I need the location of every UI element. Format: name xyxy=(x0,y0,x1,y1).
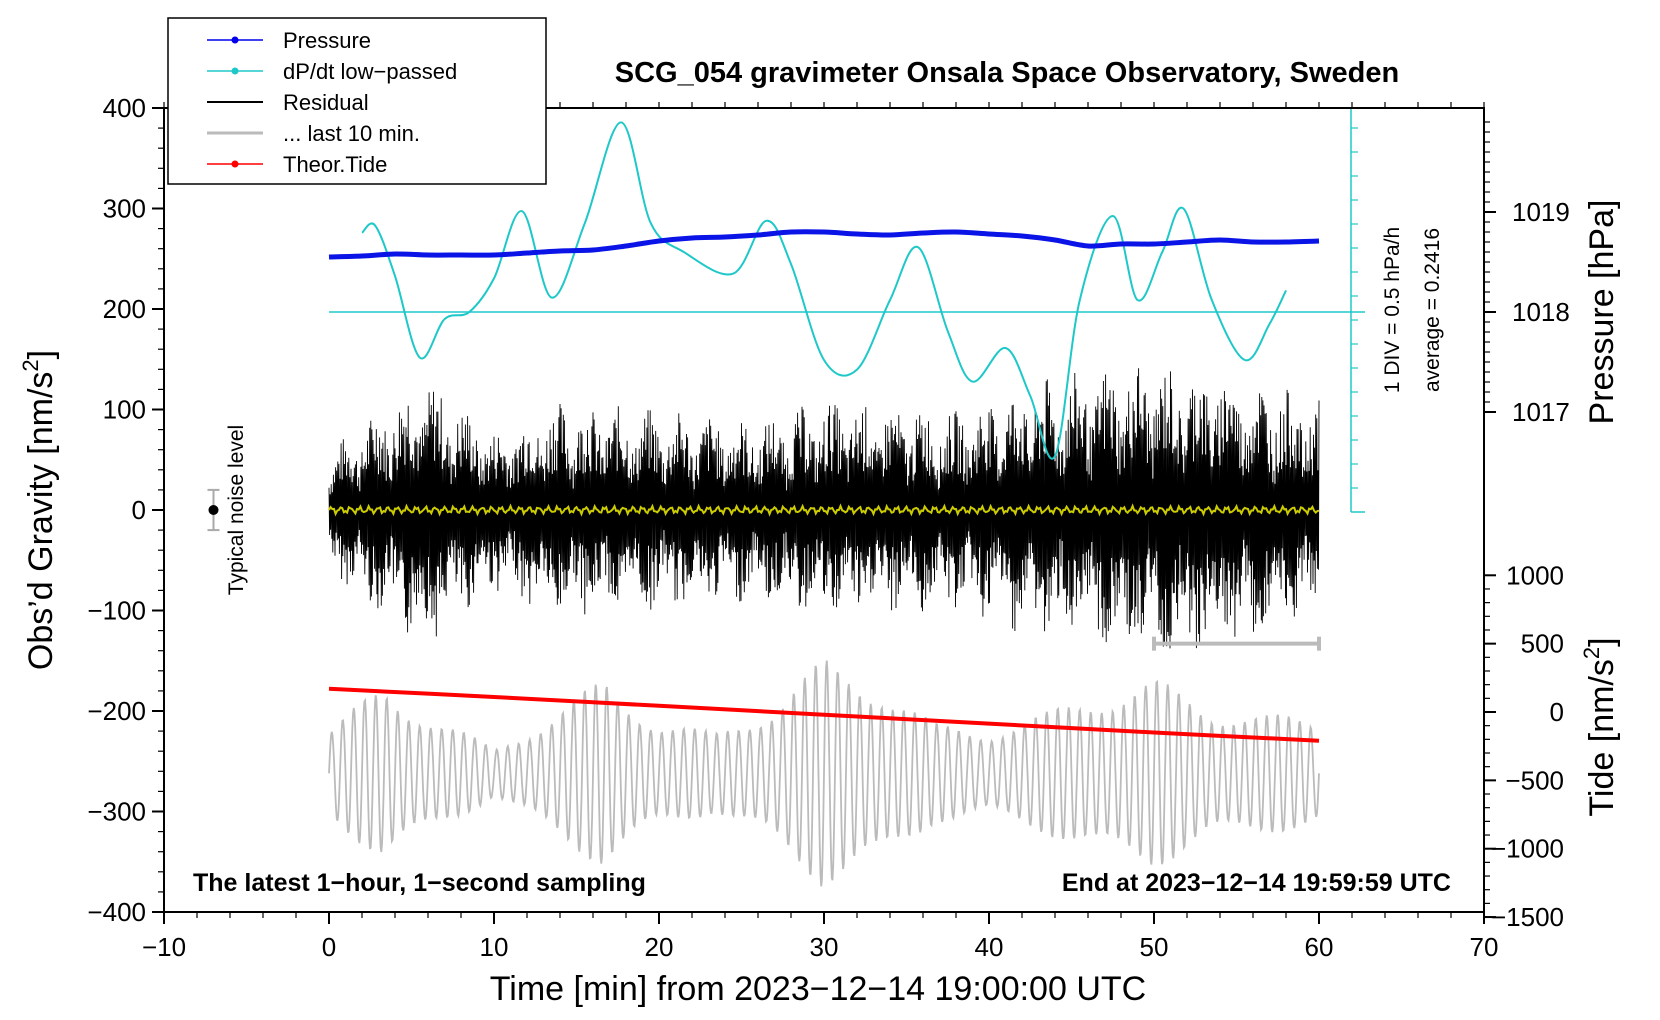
pressure-series-line xyxy=(328,229,1320,260)
tide-tick-label: 0 xyxy=(1550,697,1564,727)
legend-label-dpdt: dP/dt low−passed xyxy=(283,59,457,84)
pressure-tick-label: 1017 xyxy=(1512,397,1570,427)
legend-label-residual: Residual xyxy=(283,90,369,115)
x-tick-label: 40 xyxy=(975,932,1004,962)
x-tick-label: 20 xyxy=(645,932,674,962)
y-axis-title-pressure: Pressure [hPa] xyxy=(1583,200,1621,425)
legend-label-tide: Theor.Tide xyxy=(283,152,387,177)
y-axis-title-gravity: Obs’d Gravity [nm/s2] xyxy=(18,350,60,670)
x-tick-label: 50 xyxy=(1140,932,1169,962)
tide-tick-label: −1000 xyxy=(1491,834,1564,864)
y-axis-title-tide: Tide [nm/s2] xyxy=(1579,637,1621,816)
average-label: average = 0.2416 xyxy=(1421,228,1444,392)
dpdt-series-line xyxy=(361,121,1287,460)
gravity-tick-label: −300 xyxy=(87,797,146,827)
gravity-tick-label: 100 xyxy=(103,395,146,425)
gravity-tick-label: 0 xyxy=(132,495,146,525)
residual-mean-line xyxy=(328,503,1320,517)
gravity-tick-label: −200 xyxy=(87,696,146,726)
pressure-tick-label: 1019 xyxy=(1512,197,1570,227)
legend-marker-dpdt xyxy=(231,67,239,75)
legend: Pressure dP/dt low−passed Residual ... l… xyxy=(167,17,547,185)
footer-right: End at 2023−12−14 19:59:59 UTC xyxy=(1062,869,1451,897)
tide-series-line xyxy=(328,686,1320,743)
x-tick-label: 30 xyxy=(810,932,839,962)
last10-series-line xyxy=(328,660,1320,887)
data-layer xyxy=(207,108,1365,887)
legend-marker-tide xyxy=(231,160,239,168)
axes-layer: −10 0 10 20 30 40 50 60 704003002001000−100−200−… xyxy=(87,93,1569,962)
residual-series-line xyxy=(328,368,1320,649)
legend-label-pressure: Pressure xyxy=(283,28,371,53)
tide-tick-label: 500 xyxy=(1521,629,1564,659)
noise-level-point xyxy=(208,505,219,515)
tide-tick-label: −500 xyxy=(1505,765,1564,795)
pressure-tick-label: 1018 xyxy=(1512,297,1570,327)
noise-level-label: Typical noise level xyxy=(225,425,248,595)
x-tick-label: 10 xyxy=(480,932,509,962)
gravity-tick-label: 400 xyxy=(103,93,146,123)
x-tick-label: 0 xyxy=(322,932,336,962)
x-tick-label: 60 xyxy=(1305,932,1334,962)
tide-tick-label: −1500 xyxy=(1491,902,1564,932)
tide-tick-label: 1000 xyxy=(1506,560,1564,590)
gravity-tick-label: 300 xyxy=(103,194,146,224)
gravity-tick-label: −100 xyxy=(87,596,146,626)
legend-marker-pressure xyxy=(231,36,239,44)
footer-left: The latest 1−hour, 1−second sampling xyxy=(193,869,646,897)
legend-label-last10: ... last 10 min. xyxy=(283,121,420,146)
x-axis-title: Time [min] from 2023−12−14 19:00:00 UTC xyxy=(490,970,1146,1008)
chart-title: SCG_054 gravimeter Onsala Space Observat… xyxy=(615,57,1399,89)
gravity-tick-label: −400 xyxy=(87,897,146,927)
gravity-tick-label: 200 xyxy=(103,294,146,324)
x-tick-label: −10 xyxy=(142,932,186,962)
x-tick-label: 70 xyxy=(1470,932,1499,962)
pressure-divider-label: 1 DIV = 0.5 hPa/h xyxy=(1381,227,1404,393)
